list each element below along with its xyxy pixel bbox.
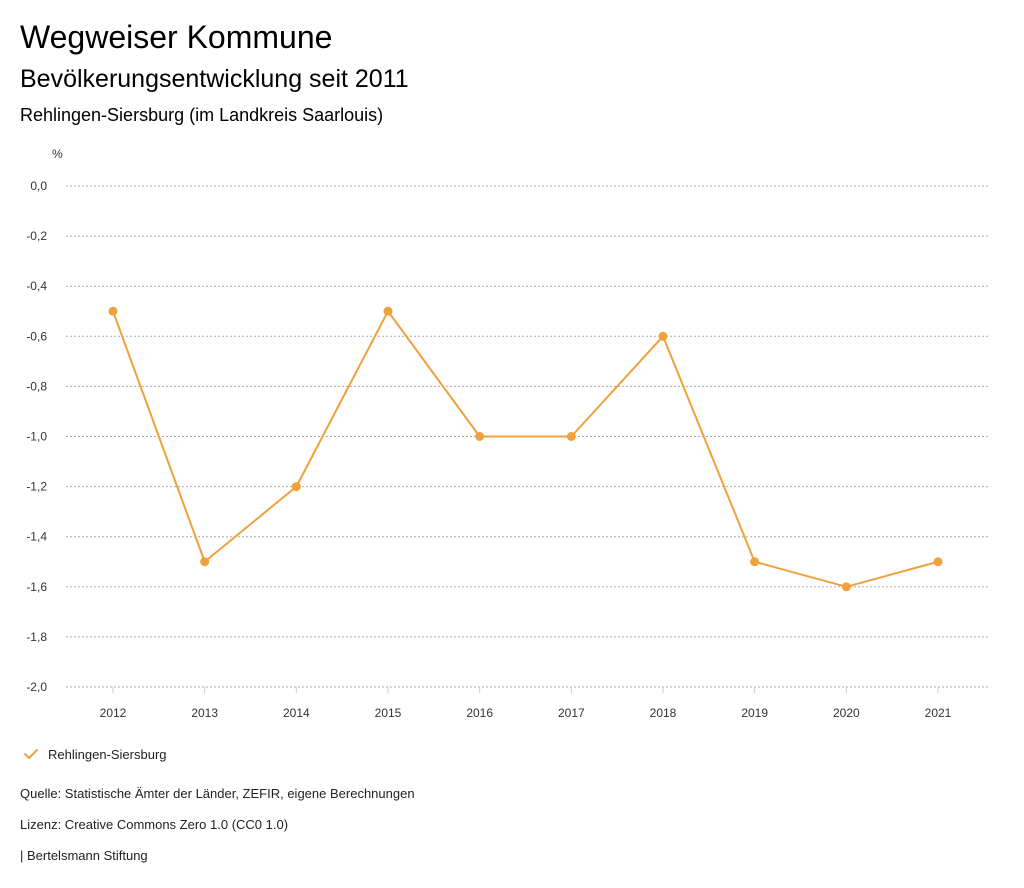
chart-subtitle: Bevölkerungsentwicklung seit 2011 xyxy=(20,65,409,93)
y-tick-label: -0,6 xyxy=(26,329,47,343)
x-tick-label: 2020 xyxy=(833,706,860,720)
x-tick-label: 2012 xyxy=(100,706,127,720)
data-point xyxy=(750,557,760,567)
data-point xyxy=(933,557,943,567)
x-tick-label: 2017 xyxy=(558,706,585,720)
source-note: Quelle: Statistische Ämter der Länder, Z… xyxy=(20,786,415,801)
brand-note: | Bertelsmann Stiftung xyxy=(20,848,148,863)
x-tick-label: 2015 xyxy=(375,706,402,720)
data-point xyxy=(475,432,485,441)
y-axis-label: % xyxy=(52,147,63,161)
y-tick-label: 0,0 xyxy=(30,179,47,193)
y-tick-label: -1,4 xyxy=(26,530,47,544)
y-tick-label: -0,4 xyxy=(26,279,47,293)
x-tick-label: 2021 xyxy=(925,706,952,720)
data-point xyxy=(200,557,210,567)
x-tick-label: 2016 xyxy=(466,706,493,720)
y-tick-label: -0,2 xyxy=(26,229,47,243)
y-tick-label: -1,0 xyxy=(26,430,47,444)
x-tick-label: 2019 xyxy=(741,706,768,720)
y-tick-label: -1,8 xyxy=(26,630,47,644)
chart-legend[interactable]: Rehlingen-Siersburg xyxy=(22,744,167,764)
y-tick-label: -1,6 xyxy=(26,580,47,594)
series-line xyxy=(112,310,939,588)
region-label: Rehlingen-Siersburg (im Landkreis Saarlo… xyxy=(20,105,384,125)
license-note: Lizenz: Creative Commons Zero 1.0 (CC0 1… xyxy=(20,817,289,832)
data-point xyxy=(383,306,393,316)
line-chart: % 0,0 -0,2 -0,4 -0,6 -0,8 -1,0 -1,2 -1,4 -1,6 -1,8… xyxy=(26,147,990,720)
y-tick-label: -0,8 xyxy=(26,379,47,393)
legend-checkmark-icon xyxy=(24,749,38,759)
x-tick-label: 2013 xyxy=(191,706,218,720)
data-point xyxy=(566,432,576,441)
x-tick-label: 2014 xyxy=(283,706,310,720)
data-point xyxy=(108,306,118,316)
data-point xyxy=(291,482,301,492)
y-tick-label: -2,0 xyxy=(26,680,47,694)
y-tick-label: -1,2 xyxy=(26,480,47,494)
page-title: Wegweiser Kommune xyxy=(20,19,333,55)
data-point xyxy=(841,582,851,592)
legend-label: Rehlingen-Siersburg xyxy=(48,746,167,762)
data-point xyxy=(658,331,668,341)
x-tick-label: 2018 xyxy=(650,706,677,720)
